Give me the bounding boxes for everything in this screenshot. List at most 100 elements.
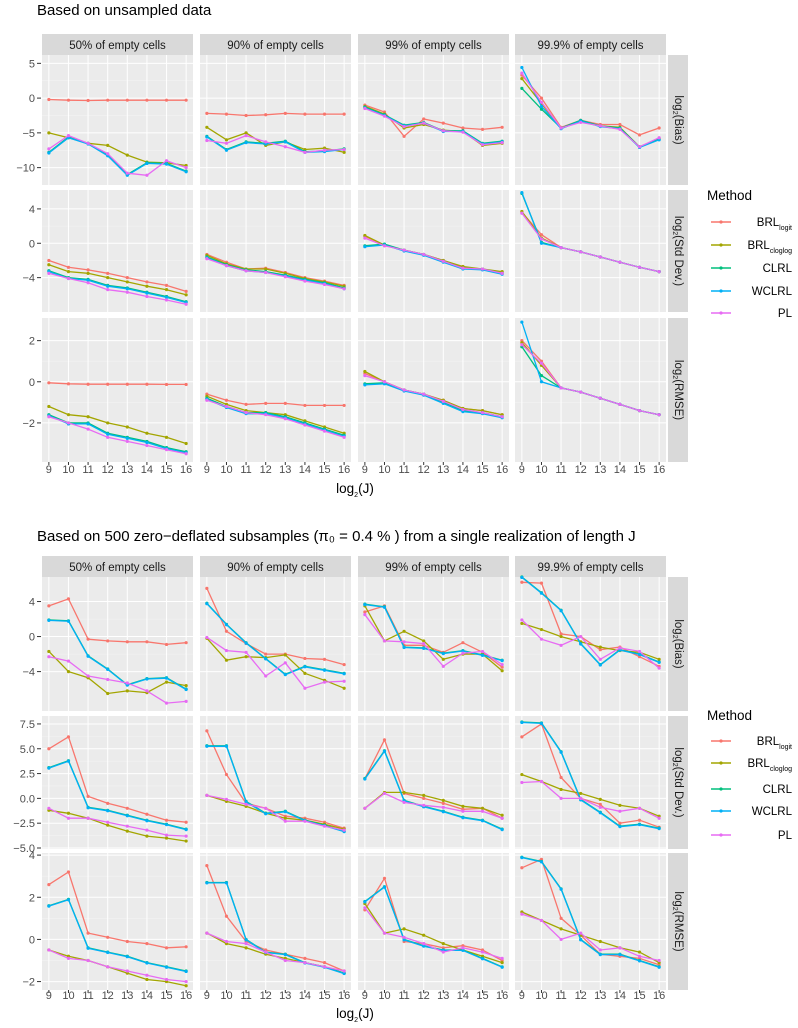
chart-title: Based on 500 zero−deflated subsamples (π… [37, 528, 636, 545]
data-point-BRL_cloglog [539, 627, 544, 632]
panel [358, 716, 509, 849]
data-point-WCLRL [539, 104, 544, 109]
data-point-WCLRL [539, 380, 544, 384]
data-point-PL [657, 270, 661, 274]
x-tick-label: 15 [160, 464, 172, 476]
data-point-BRL_logit [184, 945, 188, 949]
data-point-PL [461, 130, 465, 134]
data-point-PL [657, 816, 661, 820]
panel [42, 716, 193, 849]
row-strip [668, 716, 688, 849]
data-point-BRL_cloglog [637, 950, 642, 954]
data-point-WCLRL [86, 946, 90, 950]
data-point-PL [500, 662, 504, 667]
data-point-WCLRL [125, 955, 129, 959]
series-line-PL [206, 636, 345, 689]
data-point-BRL_logit [184, 382, 188, 387]
data-point-WCLRL [47, 766, 51, 770]
data-point-WCLRL [86, 806, 90, 810]
data-point-WCLRL [145, 291, 149, 295]
data-point-PL [539, 361, 544, 365]
legend-key-point [719, 311, 723, 315]
series-line-PL [206, 932, 345, 972]
data-point-PL [637, 265, 642, 269]
x-tick-label: 12 [260, 990, 272, 1002]
data-point-WCLRL [441, 652, 445, 656]
series-line-BRL_cloglog [521, 911, 660, 964]
x-tick-label: 12 [260, 464, 272, 476]
data-point-BRL_cloglog [283, 653, 287, 657]
data-point-PL [125, 290, 129, 294]
series-line-PL [206, 794, 345, 831]
data-point-PL [184, 166, 188, 170]
data-point-BRL_logit [145, 812, 149, 816]
data-point-WCLRL [145, 677, 149, 681]
data-point-PL [47, 415, 51, 419]
data-point-PL [520, 912, 524, 916]
panel [515, 716, 666, 849]
y-tick-label: −10 [16, 163, 35, 175]
data-point-WCLRL [618, 825, 622, 829]
x-tick-label: 13 [437, 464, 449, 476]
y-tick-label: −4 [22, 667, 35, 679]
data-point-PL [480, 411, 485, 415]
data-point-WCLRL [382, 605, 387, 609]
legend-key-point [719, 739, 723, 743]
panel [200, 55, 351, 185]
panel-background [200, 190, 351, 312]
column-strip [358, 34, 509, 55]
data-point-PL [106, 965, 110, 969]
data-point-WCLRL [539, 591, 544, 595]
data-point-WCLRL [520, 320, 524, 324]
series-line-BRL_cloglog [206, 254, 345, 287]
data-point-BRL_cloglog [559, 927, 563, 931]
data-point-PL [322, 282, 327, 287]
series-line-WCLRL [48, 898, 187, 973]
data-point-BRL_logit [500, 665, 504, 669]
data-point-BRL_logit [125, 382, 129, 386]
data-point-PL [322, 824, 327, 828]
data-point-BRL_cloglog [205, 125, 209, 129]
data-point-PL [264, 806, 268, 810]
data-point-BRL_logit [244, 402, 248, 406]
y-tick-label: −5 [22, 128, 35, 140]
series-line-PL [521, 619, 660, 669]
data-point-BRL_logit [47, 747, 51, 751]
data-point-PL [382, 791, 387, 796]
data-point-BRL_logit [66, 98, 71, 102]
data-point-PL [205, 635, 209, 640]
data-point-WCLRL [363, 245, 367, 249]
data-point-WCLRL [86, 422, 90, 426]
data-point-PL [500, 271, 504, 275]
legend-label-WCLRL: WCLRL [752, 806, 793, 818]
series-line-BRL_logit [521, 722, 660, 828]
data-point-PL [500, 956, 504, 960]
data-point-BRL_logit [125, 939, 129, 944]
data-point-WCLRL [637, 652, 642, 657]
data-point-PL [125, 171, 129, 175]
data-point-BRL_logit [264, 113, 268, 117]
data-point-PL [164, 977, 169, 982]
data-point-WCLRL [342, 971, 346, 976]
data-point-BRL_logit [184, 289, 188, 293]
column-strip-label: 50% of empty cells [69, 40, 166, 52]
data-point-BRL_logit [106, 935, 110, 939]
data-point-PL [125, 969, 129, 973]
panel-background [200, 716, 351, 849]
series-line-PL [521, 913, 660, 962]
x-tick-label: 11 [82, 464, 93, 476]
series-line-PL [364, 792, 503, 819]
data-point-PL [184, 452, 188, 456]
data-point-BRL_logit [86, 637, 90, 641]
x-tick-label: 10 [378, 990, 390, 1002]
y-tick-label: −2.5 [13, 818, 35, 830]
data-point-WCLRL [657, 965, 661, 969]
data-point-BRL_cloglog [125, 689, 129, 693]
x-tick-label: 10 [220, 990, 232, 1002]
legend-label-CLRL: CLRL [763, 784, 793, 796]
row-strip [668, 55, 688, 185]
data-point-WCLRL [303, 665, 307, 669]
data-point-PL [441, 399, 445, 403]
data-point-PL [184, 834, 188, 838]
data-point-PL [264, 413, 268, 417]
